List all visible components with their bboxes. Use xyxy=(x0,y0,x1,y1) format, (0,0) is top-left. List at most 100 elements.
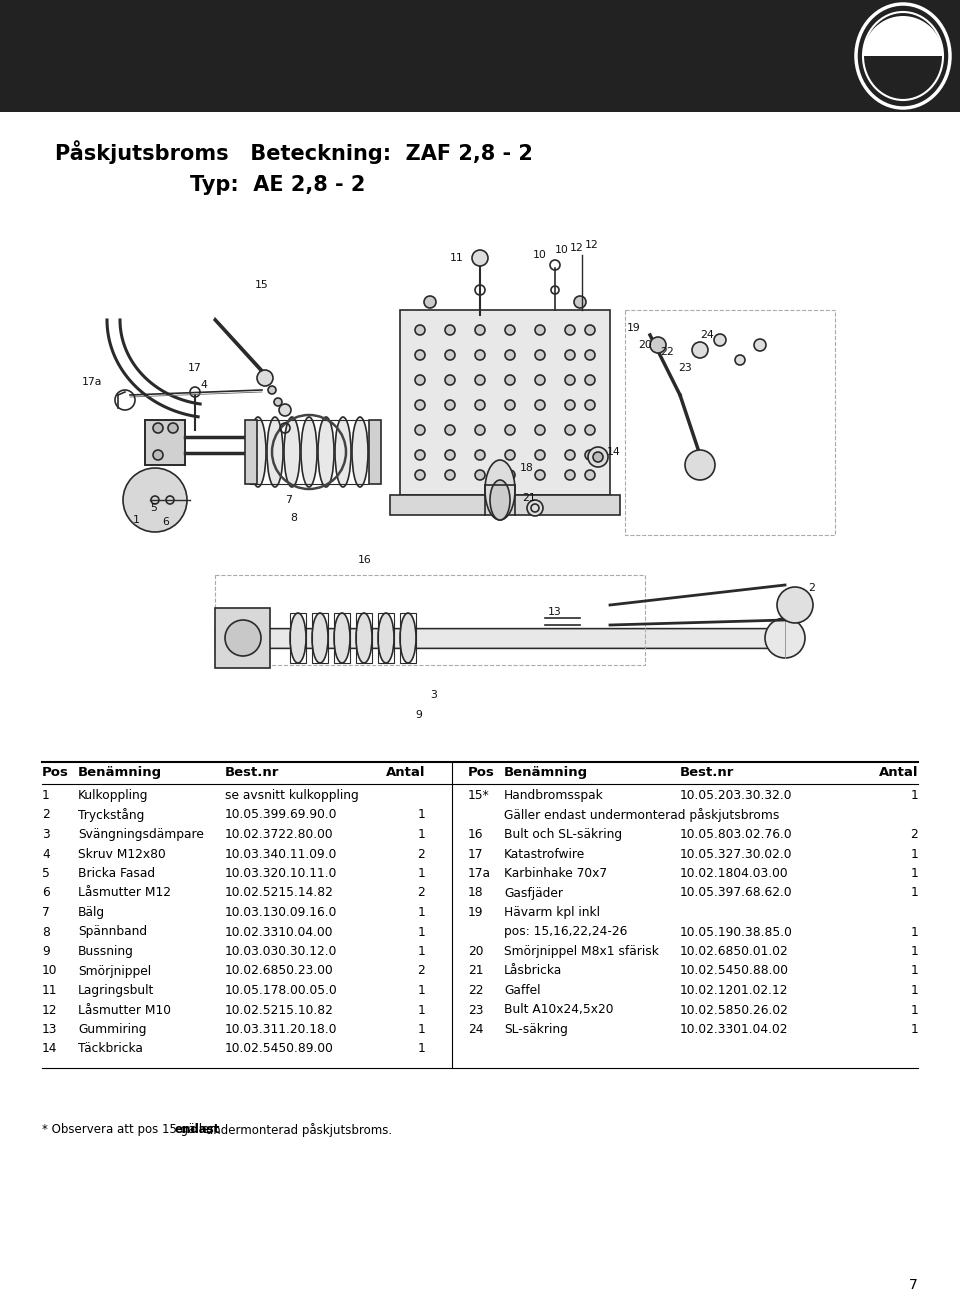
Text: Gäller endast undermonterad påskjutsbroms: Gäller endast undermonterad påskjutsbrom… xyxy=(504,808,780,823)
Text: 1: 1 xyxy=(910,945,918,958)
Text: Karbinhake 70x7: Karbinhake 70x7 xyxy=(504,867,607,880)
Text: 12: 12 xyxy=(570,243,584,254)
Text: 10.05.178.00.05.0: 10.05.178.00.05.0 xyxy=(225,984,338,997)
Text: W: W xyxy=(896,71,910,84)
Circle shape xyxy=(445,399,455,410)
Circle shape xyxy=(475,399,485,410)
Text: 1: 1 xyxy=(910,848,918,861)
Circle shape xyxy=(714,334,726,346)
Circle shape xyxy=(535,449,545,460)
Circle shape xyxy=(685,449,715,480)
Text: 10.02.3722.80.00: 10.02.3722.80.00 xyxy=(225,828,334,841)
Circle shape xyxy=(585,449,595,460)
Text: 7: 7 xyxy=(285,495,292,505)
Circle shape xyxy=(565,470,575,480)
Circle shape xyxy=(445,374,455,385)
Text: Benämning: Benämning xyxy=(78,766,162,779)
Text: 3: 3 xyxy=(42,828,50,841)
Text: 10.02.1201.02.12: 10.02.1201.02.12 xyxy=(680,984,788,997)
Circle shape xyxy=(445,449,455,460)
Text: Bussning: Bussning xyxy=(78,945,133,958)
Text: se avsnitt kulkoppling: se avsnitt kulkoppling xyxy=(225,788,359,802)
Text: 1: 1 xyxy=(418,808,425,821)
Text: 1: 1 xyxy=(418,905,425,918)
Text: 1: 1 xyxy=(910,867,918,880)
Text: 12: 12 xyxy=(585,240,599,250)
Text: 2: 2 xyxy=(418,887,425,900)
Text: 10.05.803.02.76.0: 10.05.803.02.76.0 xyxy=(680,828,793,841)
Circle shape xyxy=(475,350,485,360)
Circle shape xyxy=(475,424,485,435)
Circle shape xyxy=(565,424,575,435)
Text: 24: 24 xyxy=(468,1024,484,1035)
Text: endast: endast xyxy=(175,1123,220,1137)
Circle shape xyxy=(257,371,273,386)
Circle shape xyxy=(585,424,595,435)
Circle shape xyxy=(735,355,745,365)
Text: 1: 1 xyxy=(418,984,425,997)
Text: 2: 2 xyxy=(910,828,918,841)
Text: 10.05.327.30.02.0: 10.05.327.30.02.0 xyxy=(680,848,793,861)
Circle shape xyxy=(535,399,545,410)
Circle shape xyxy=(415,449,425,460)
Text: 22: 22 xyxy=(468,984,484,997)
Text: 12: 12 xyxy=(42,1004,58,1017)
Text: 7: 7 xyxy=(42,905,50,918)
Text: 19: 19 xyxy=(627,323,640,332)
Text: 18: 18 xyxy=(468,887,484,900)
Circle shape xyxy=(585,470,595,480)
Text: Svängningsdämpare: Svängningsdämpare xyxy=(78,828,204,841)
Circle shape xyxy=(565,374,575,385)
Text: 11: 11 xyxy=(450,254,464,263)
Text: 1: 1 xyxy=(418,945,425,958)
Text: Bult och SL-säkring: Bult och SL-säkring xyxy=(504,828,622,841)
Text: 1: 1 xyxy=(418,1042,425,1055)
Text: 17a: 17a xyxy=(468,867,491,880)
Circle shape xyxy=(415,374,425,385)
Text: 8: 8 xyxy=(290,512,297,523)
Text: 1: 1 xyxy=(910,1024,918,1035)
Text: 10: 10 xyxy=(533,250,547,260)
FancyBboxPatch shape xyxy=(216,629,766,646)
Text: 11: 11 xyxy=(42,984,58,997)
Text: 4: 4 xyxy=(200,380,206,390)
Circle shape xyxy=(505,350,515,360)
Text: 10.02.6850.23.00: 10.02.6850.23.00 xyxy=(225,964,334,978)
Text: 2: 2 xyxy=(808,583,815,593)
Text: Gaffel: Gaffel xyxy=(504,984,540,997)
Text: 16: 16 xyxy=(468,828,484,841)
Text: Hävarm kpl inkl: Hävarm kpl inkl xyxy=(504,905,600,918)
Ellipse shape xyxy=(485,460,515,520)
Text: Låsmutter M12: Låsmutter M12 xyxy=(78,887,171,900)
Circle shape xyxy=(650,336,666,353)
Text: 15: 15 xyxy=(255,280,269,290)
Ellipse shape xyxy=(356,614,372,664)
Text: Tryckstång: Tryckstång xyxy=(78,808,144,823)
Circle shape xyxy=(505,374,515,385)
Ellipse shape xyxy=(335,417,351,487)
Circle shape xyxy=(475,325,485,335)
Text: 1: 1 xyxy=(910,964,918,978)
Circle shape xyxy=(565,399,575,410)
Circle shape xyxy=(415,470,425,480)
Circle shape xyxy=(505,470,515,480)
Text: 16: 16 xyxy=(358,555,372,565)
Text: 4: 4 xyxy=(42,848,50,861)
Circle shape xyxy=(585,399,595,410)
Text: 10.02.5215.14.82: 10.02.5215.14.82 xyxy=(225,887,334,900)
Text: Typ:  AE 2,8 - 2: Typ: AE 2,8 - 2 xyxy=(190,175,366,194)
Text: 10.03.340.11.09.0: 10.03.340.11.09.0 xyxy=(225,848,337,861)
Text: 2: 2 xyxy=(42,808,50,821)
Circle shape xyxy=(123,468,187,532)
Text: 1: 1 xyxy=(910,788,918,802)
Text: 10.02.3310.04.00: 10.02.3310.04.00 xyxy=(225,925,333,938)
Ellipse shape xyxy=(301,417,317,487)
Ellipse shape xyxy=(400,614,416,664)
Ellipse shape xyxy=(490,480,510,520)
Ellipse shape xyxy=(267,417,283,487)
Circle shape xyxy=(754,339,766,351)
Text: 1: 1 xyxy=(133,515,140,526)
Circle shape xyxy=(475,470,485,480)
Text: undermonterad påskjutsbroms.: undermonterad påskjutsbroms. xyxy=(203,1123,393,1137)
Circle shape xyxy=(585,325,595,335)
